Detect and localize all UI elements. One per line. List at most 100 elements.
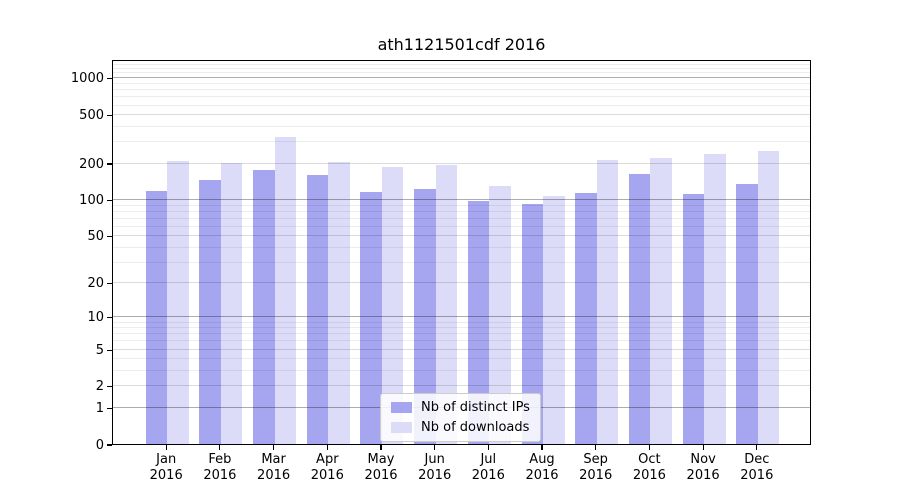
x-tick-label-jun: Jun 2016 xyxy=(403,452,467,483)
bar-downloads-jan xyxy=(167,161,189,444)
x-tick-mark xyxy=(380,445,382,450)
x-tick-year: 2016 xyxy=(257,467,291,483)
x-tick-month: Aug xyxy=(529,452,555,467)
y-tick-mark xyxy=(107,407,112,409)
x-tick-month: Nov xyxy=(690,452,716,467)
x-tick-year: 2016 xyxy=(579,467,613,483)
bar-downloads-nov xyxy=(704,154,726,444)
x-tick-month: Apr xyxy=(316,452,339,467)
bar-downloads-feb xyxy=(220,162,243,444)
x-tick-mark xyxy=(702,445,704,450)
x-tick-label-jul: Jul 2016 xyxy=(456,452,520,483)
chart-title: ath1121501cdf 2016 xyxy=(377,35,546,54)
bar-ips-jun xyxy=(414,188,436,444)
legend-swatch-downloads-icon xyxy=(391,422,412,433)
bars-layer xyxy=(113,61,810,444)
legend-entry-distinct-ips: Nb of distinct IPs xyxy=(391,400,530,415)
bar-downloads-mar xyxy=(274,136,297,444)
bar-downloads-aug xyxy=(543,195,565,444)
x-tick-label-jan: Jan 2016 xyxy=(134,452,198,483)
bar-ips-aug xyxy=(521,203,544,444)
x-tick-mark xyxy=(648,445,650,450)
x-tick-mark xyxy=(326,445,328,450)
y-tick-label: 500 xyxy=(79,108,104,124)
y-tick-mark xyxy=(107,283,112,285)
y-tick-mark xyxy=(107,199,112,202)
bar-ips-jul xyxy=(467,200,490,444)
y-tick-mark xyxy=(107,444,112,446)
bar-downloads-sep xyxy=(596,160,619,444)
x-tick-label-aug: Aug 2016 xyxy=(510,452,574,483)
x-tick-label-mar: Mar 2016 xyxy=(242,452,306,483)
x-tick-label-sep: Sep 2016 xyxy=(564,452,628,483)
y-tick-label: 2 xyxy=(95,379,104,395)
y-tick-mark xyxy=(107,163,112,165)
x-tick-mark xyxy=(541,445,543,450)
x-tick-mark xyxy=(165,445,167,450)
x-tick-month: Feb xyxy=(208,452,232,467)
x-tick-label-feb: Feb 2016 xyxy=(188,452,252,483)
bar-ips-mar xyxy=(253,169,275,444)
x-tick-month: Mar xyxy=(261,452,286,467)
bar-downloads-jul xyxy=(489,185,511,444)
x-tick-year: 2016 xyxy=(203,467,237,483)
x-tick-label-oct: Oct 2016 xyxy=(617,452,681,483)
x-tick-month: Dec xyxy=(744,452,770,467)
y-tick-label: 1000 xyxy=(70,71,104,87)
bar-ips-dec xyxy=(736,184,758,444)
bar-ips-nov xyxy=(682,193,705,444)
x-tick-month: Sep xyxy=(583,452,608,467)
bar-ips-oct xyxy=(628,174,651,444)
legend: Nb of distinct IPs Nb of downloads xyxy=(380,393,541,442)
x-tick-year: 2016 xyxy=(364,467,398,483)
y-tick-mark xyxy=(107,115,112,117)
bar-ips-jan xyxy=(145,190,168,444)
x-tick-year: 2016 xyxy=(525,467,559,483)
y-tick-label: 5 xyxy=(95,342,104,358)
y-tick-label: 50 xyxy=(87,229,104,245)
x-tick-year: 2016 xyxy=(418,467,452,483)
x-tick-month: Oct xyxy=(638,452,661,467)
bar-ips-sep xyxy=(575,193,597,444)
x-tick-month: Jan xyxy=(156,452,177,467)
x-tick-mark xyxy=(219,445,221,450)
bar-downloads-apr xyxy=(328,162,350,444)
x-tick-mark xyxy=(595,445,597,450)
x-tick-year: 2016 xyxy=(740,467,774,483)
bar-downloads-may xyxy=(381,166,404,444)
x-tick-mark xyxy=(756,445,758,450)
y-tick-label: 100 xyxy=(79,193,104,208)
legend-label-distinct-ips: Nb of distinct IPs xyxy=(421,400,530,415)
bar-ips-feb xyxy=(199,179,221,444)
bar-downloads-oct xyxy=(650,158,672,444)
y-tick-mark xyxy=(107,236,112,238)
y-tick-label: 0 xyxy=(95,437,104,453)
y-tick-mark xyxy=(107,349,112,351)
bar-ips-may xyxy=(360,192,382,444)
x-tick-month: May xyxy=(367,452,395,467)
y-tick-label: 10 xyxy=(87,310,104,326)
x-tick-year: 2016 xyxy=(310,467,344,483)
x-tick-year: 2016 xyxy=(149,467,183,483)
x-tick-year: 2016 xyxy=(686,467,720,483)
x-tick-year: 2016 xyxy=(632,467,666,483)
y-tick-mark xyxy=(107,317,112,319)
y-tick-mark xyxy=(107,78,112,80)
x-tick-mark xyxy=(434,445,436,450)
x-tick-label-may: May 2016 xyxy=(349,452,413,483)
y-tick-label: 20 xyxy=(87,276,104,292)
y-tick-label: 1 xyxy=(95,400,104,416)
x-tick-mark xyxy=(273,445,275,450)
y-tick-label: 200 xyxy=(79,156,104,172)
legend-entry-downloads: Nb of downloads xyxy=(391,420,530,435)
bar-downloads-jun xyxy=(435,164,458,444)
x-tick-label-apr: Apr 2016 xyxy=(295,452,359,483)
x-tick-year: 2016 xyxy=(471,467,505,483)
legend-swatch-distinct-ips-icon xyxy=(391,402,412,413)
x-tick-label-nov: Nov 2016 xyxy=(671,452,735,483)
x-tick-month: Jul xyxy=(480,452,497,467)
y-tick-mark xyxy=(107,386,112,388)
bar-downloads-dec xyxy=(757,151,780,444)
x-tick-mark xyxy=(487,445,489,450)
